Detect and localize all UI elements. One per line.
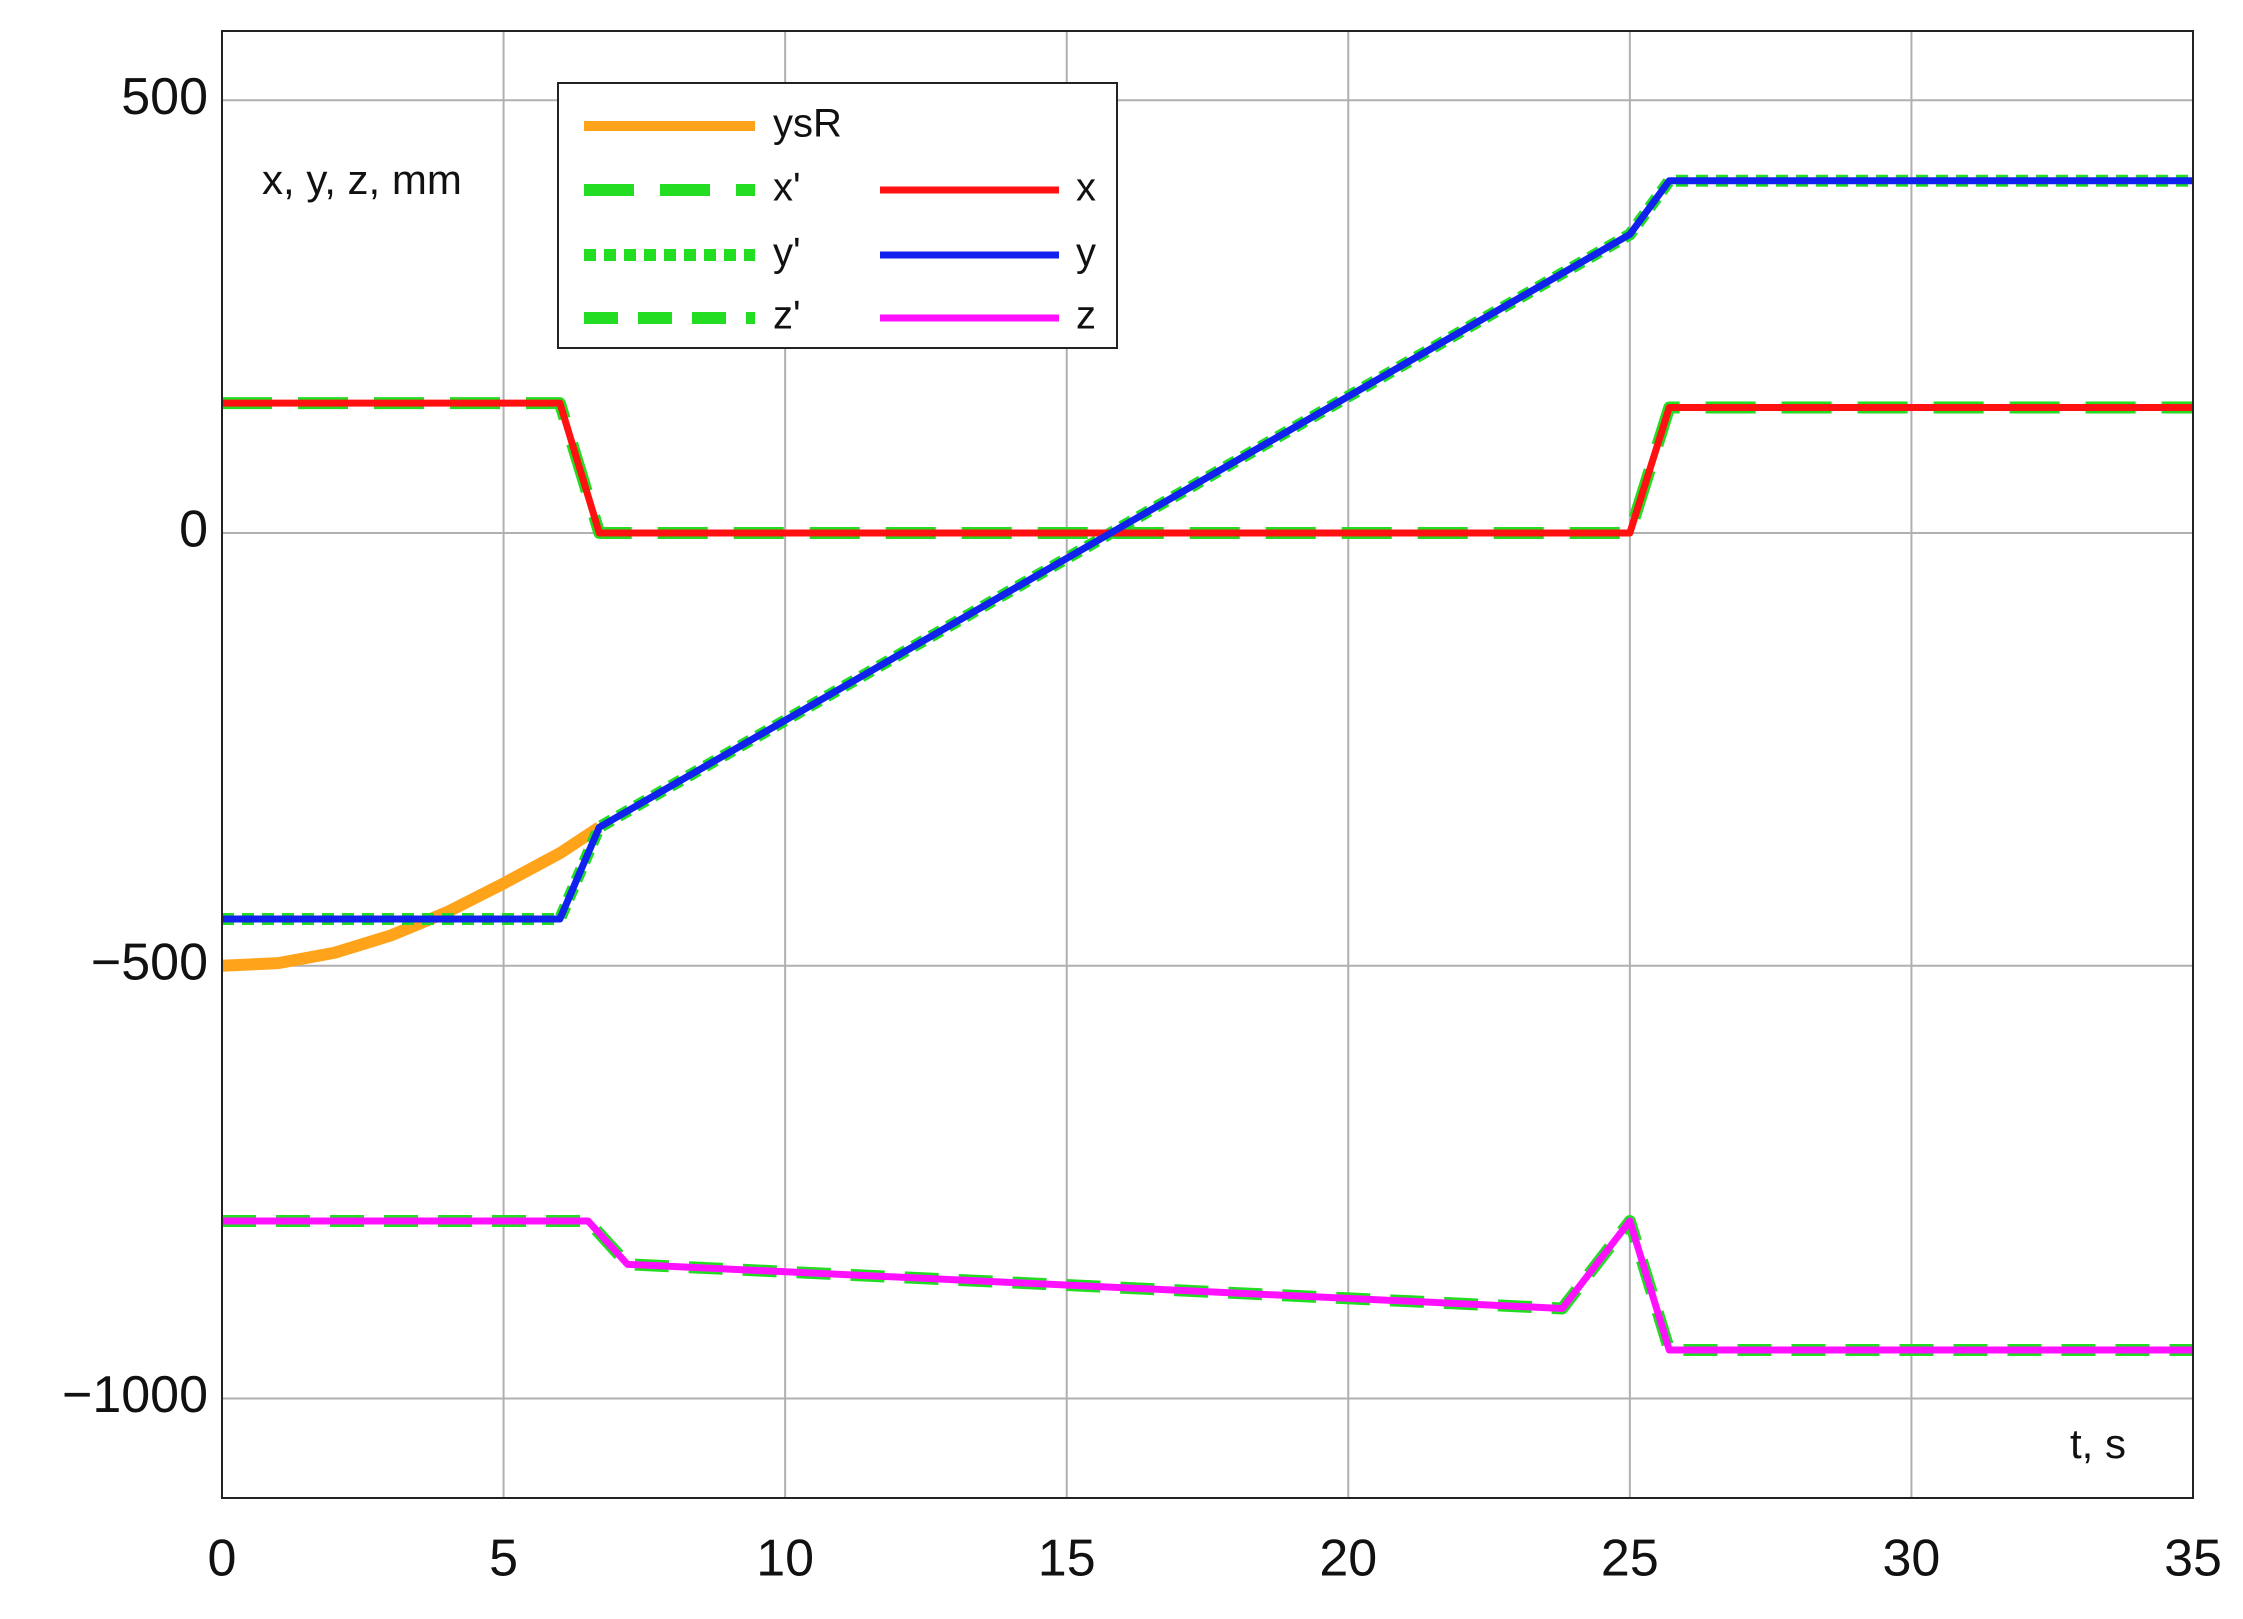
plot-frame (221, 30, 2194, 1499)
legend: ysR x' y' z' xyz (584, 102, 1096, 338)
series-line (221, 822, 603, 972)
legend-label: ysR (773, 102, 842, 146)
x-tick-label: 20 (1319, 1530, 1377, 1588)
legend-label: z (1076, 294, 1096, 338)
legend-label: y (1076, 231, 1096, 275)
plot-border (221, 30, 2194, 1499)
legend-label: z' (773, 294, 801, 338)
x-tick-label: 10 (756, 1530, 814, 1588)
x-tick-label: 0 (208, 1530, 237, 1588)
lines (221, 174, 2193, 1356)
x-axis-label: t, s (2070, 1420, 2126, 1467)
series-line (222, 1217, 2193, 1354)
y-tick-label: −500 (91, 933, 208, 991)
y-tick-label: 0 (179, 501, 208, 559)
x-tick-label: 25 (1601, 1530, 1659, 1588)
x-tick-label: 5 (489, 1530, 518, 1588)
x-tick-label: 35 (2164, 1530, 2222, 1588)
legend-label: y' (773, 231, 801, 275)
x-tick-label: 15 (1038, 1530, 1096, 1588)
y-axis-label: x, y, z, mm (262, 156, 462, 203)
y-tick-label: −1000 (62, 1366, 208, 1424)
legend-label: x (1076, 166, 1096, 210)
x-tick-label: 30 (1883, 1530, 1941, 1588)
legend-label: x' (773, 166, 801, 210)
series-line (222, 177, 2193, 923)
y-tick-label: 500 (121, 68, 208, 126)
